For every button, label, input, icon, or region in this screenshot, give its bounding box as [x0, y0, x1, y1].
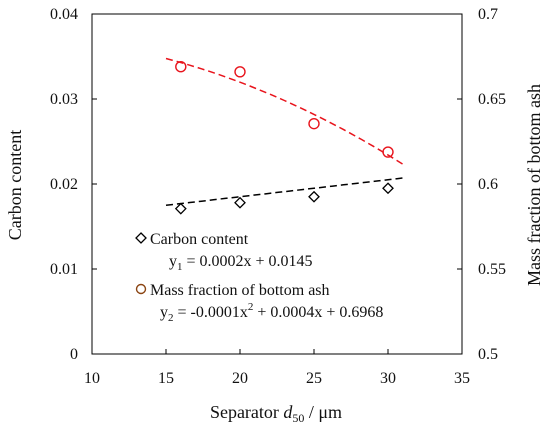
legend-equation-mass-fraction: y2 = -0.0001x2 + 0.0004x + 0.6968 — [160, 301, 383, 324]
legend-diamond-icon — [135, 232, 147, 244]
carbon-content-point — [308, 190, 320, 203]
legend-label-mass-fraction: Mass fraction of bottom ash — [150, 282, 330, 299]
bottom-ash-point — [308, 117, 320, 130]
x-axis-label-symbol: d — [283, 402, 293, 422]
y-right-tick-label: 0.55 — [478, 261, 506, 278]
x-axis-label-suffix: / μm — [304, 402, 342, 422]
eq2-y: y — [160, 304, 168, 321]
x-tick-label: 20 — [232, 370, 248, 387]
y-right-tick-label: 0.6 — [478, 176, 498, 193]
legend: Carbon content y1 = 0.0002x + 0.0145 Mas… — [135, 231, 383, 324]
axes: 10 15 20 25 30 35 0 0.01 0.02 0.03 0.04 0.5 0.55 0.6 0… — [50, 6, 506, 387]
y-left-tick-label: 0.04 — [50, 6, 78, 23]
eq2-sup: 2 — [248, 301, 254, 313]
trend-line-1 — [165, 177, 403, 206]
x-axis-label: Separator d50 / μm — [210, 402, 342, 425]
trend-lines — [165, 57, 404, 206]
bottom-ash-point — [234, 66, 246, 78]
bottom-ash-point — [175, 60, 187, 73]
x-tick-label: 30 — [380, 370, 396, 387]
x-tick-label: 15 — [158, 370, 174, 387]
y-right-tick-label: 0.65 — [478, 91, 506, 108]
y-left-tick-label: 0.02 — [50, 176, 78, 193]
x-tick-label: 35 — [454, 370, 470, 387]
carbon-content-point — [234, 196, 246, 209]
y-axis-left-label: Carbon content — [5, 130, 25, 240]
plot-frame — [91, 13, 463, 355]
eq1-sub: 1 — [177, 261, 183, 273]
legend-equation-carbon-content: y1 = 0.0002x + 0.0145 — [169, 253, 313, 273]
eq2-sub: 2 — [168, 312, 174, 324]
x-tick-label: 25 — [306, 370, 322, 387]
y-right-tick-label: 0.7 — [478, 6, 498, 23]
legend-marker-mass-fraction — [135, 283, 147, 295]
carbon-content-point — [174, 202, 187, 215]
y-left-tick-label: 0.01 — [50, 261, 78, 278]
data-points — [174, 60, 394, 215]
carbon-content-point — [382, 182, 394, 195]
legend-marker-carbon-content — [135, 232, 147, 244]
y-left-tick-label: 0.03 — [50, 91, 78, 108]
x-axis-label-prefix: Separator — [210, 402, 283, 422]
eq2-a: = -0.0001x — [174, 304, 248, 321]
eq1-y: y — [169, 253, 177, 270]
x-axis-label-subscript: 50 — [292, 411, 304, 425]
x-tick-label: 10 — [84, 370, 100, 387]
bottom-ash-point — [382, 146, 394, 158]
legend-label-carbon-content: Carbon content — [150, 231, 249, 248]
eq1-rest: = 0.0002x + 0.0145 — [183, 253, 313, 270]
y-right-tick-label: 0.5 — [478, 346, 498, 363]
legend-circle-icon — [135, 283, 147, 295]
eq2-b: + 0.0004x + 0.6968 — [253, 304, 383, 321]
y-axis-right-label: Mass fraction of bottom ash — [524, 84, 544, 286]
y-left-tick-label: 0 — [70, 346, 78, 363]
trend-line-2 — [165, 57, 404, 165]
